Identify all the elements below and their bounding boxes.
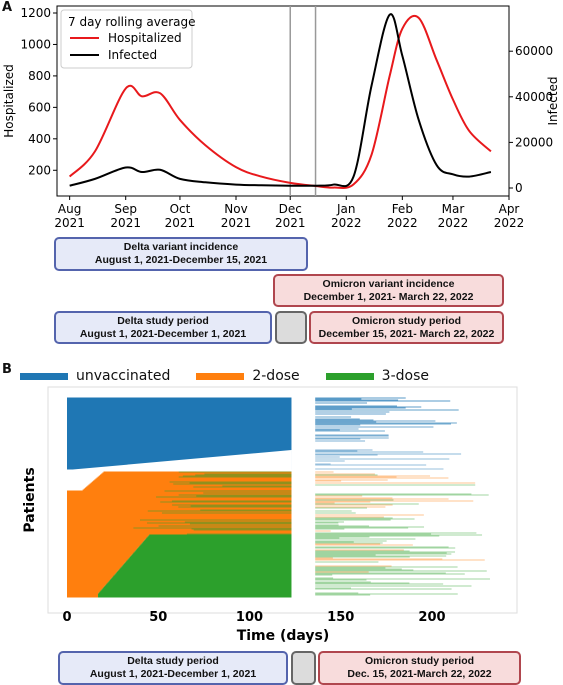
y-right-axis-label: Infected	[546, 76, 560, 125]
omicron-study-title-b: Omicron study period	[364, 655, 475, 667]
x-tick-label-year: 2022	[494, 216, 525, 230]
legend-item-unvaccinated: unvaccinated	[20, 368, 170, 384]
legend-box	[60, 9, 193, 69]
omicron-study-box-a: Omicron study period December 15, 2021- …	[309, 311, 504, 344]
y-axis-label-b: Patients	[22, 467, 38, 532]
delta-study-dates-a: August 1, 2021-December 1, 2021	[79, 327, 247, 340]
plot-frame	[56, 5, 510, 197]
panel-b-letter: B	[2, 362, 12, 377]
panel-a-chart: 200400600800100012000200004000060000Aug2…	[2, 5, 560, 230]
legend-item-2-dose: 2-dose	[196, 368, 300, 384]
x-tick-label-b: 200	[418, 610, 445, 625]
x-tick-label-b: 50	[149, 610, 167, 625]
omicron-study-dates-b: Dec. 15, 2021-March 22, 2022	[347, 668, 492, 680]
delta-incidence-box: Delta variant incidence August 1, 2021-D…	[54, 237, 308, 271]
legend-label-unvaccinated: unvaccinated	[76, 368, 171, 384]
y-right-tick-label: 20000	[515, 135, 553, 149]
legend-label-2-dose: 2-dose	[252, 368, 300, 384]
y-left-tick-label: 600	[28, 100, 51, 114]
delta-study-title-b: Delta study period	[127, 655, 219, 667]
omicron-incidence-dates: December 1, 2021- March 22, 2022	[303, 290, 474, 303]
legend-item-3-dose: 3-dose	[325, 368, 429, 384]
wedge-2-dose	[67, 475, 122, 533]
y-right-tick-label: 60000	[515, 44, 553, 58]
legend-label-3-dose: 3-dose	[381, 368, 429, 384]
unvaccinated-censoring-wedge	[67, 450, 292, 470]
legend-title: 7 day rolling average	[68, 15, 196, 29]
gap-box-b	[291, 651, 316, 685]
x-tick-label-month: Aug	[58, 202, 81, 216]
x-tick-label-month: Sep	[114, 202, 137, 216]
panel-a-letter: A	[2, 0, 13, 15]
x-tick-label-b: 150	[327, 610, 354, 625]
omicron-study-box-b: Omicron study period Dec. 15, 2021-March…	[318, 651, 521, 685]
x-tick-label-month: Feb	[392, 202, 413, 216]
x-tick-label-year: 2022	[331, 216, 362, 230]
delta-study-dates-b: August 1, 2021-December 1, 2021	[89, 668, 257, 680]
delta-incidence-dates: August 1, 2021-December 15, 2021	[94, 254, 268, 266]
x-tick-label-month: Oct	[170, 202, 191, 216]
plot-frame-b	[47, 386, 518, 614]
y-left-tick-label: 400	[28, 132, 51, 146]
y-left-tick-label: 200	[28, 163, 51, 177]
x-tick-label-b: 0	[62, 610, 71, 625]
delta-study-title-a: Delta study period	[117, 314, 209, 327]
x-tick-label-year: 2021	[110, 216, 141, 230]
series-line-infected	[69, 13, 492, 188]
x-tick-label-b: 100	[236, 610, 263, 625]
delta-study-box-b: Delta study period August 1, 2021-Decemb…	[58, 651, 288, 685]
legend-swatch-3-dose	[325, 372, 374, 380]
x-tick-label-year: 2021	[221, 216, 252, 230]
gap-box-a	[275, 311, 307, 344]
y-left-tick-label: 800	[28, 69, 51, 83]
x-tick-label-month: Dec	[279, 202, 302, 216]
x-tick-label-month: Jan	[336, 202, 356, 216]
legend-swatch-unvaccinated	[20, 372, 68, 380]
x-tick-label-month: Apr	[499, 202, 520, 216]
omicron-study-dates-a: December 15, 2021- March 22, 2022	[318, 327, 495, 340]
omicron-study-title-a: Omicron study period	[351, 314, 462, 327]
x-tick-label-year: 2022	[387, 216, 418, 230]
x-tick-label-year: 2022	[438, 216, 469, 230]
x-axis-label-b: Time (days)	[237, 628, 330, 644]
delta-study-box-a: Delta study period August 1, 2021-Decemb…	[54, 311, 272, 344]
x-tick-label-year: 2021	[54, 216, 85, 230]
omicron-incidence-title: Omicron variant incidence	[322, 277, 455, 290]
y-right-tick-label: 0	[515, 181, 523, 195]
x-tick-label-year: 2021	[275, 216, 306, 230]
legend-swatch-2-dose	[196, 372, 245, 380]
delta-incidence-title: Delta variant incidence	[123, 241, 239, 253]
legend-label-infected: Infected	[108, 48, 157, 62]
legend-label-hospitalized: Hospitalized	[108, 31, 182, 45]
panel-b-legend: unvaccinated 2-dose 3-dose	[20, 368, 455, 384]
y-left-axis-label: Hospitalized	[2, 64, 16, 138]
x-tick-label-month: Nov	[224, 202, 247, 216]
y-right-tick-label: 40000	[515, 90, 553, 104]
omicron-incidence-box: Omicron variant incidence December 1, 20…	[273, 274, 504, 307]
x-tick-label-year: 2021	[165, 216, 196, 230]
y-left-tick-label: 1200	[20, 6, 51, 20]
y-left-tick-label: 1000	[20, 37, 51, 51]
x-tick-label-month: Mar	[442, 202, 465, 216]
